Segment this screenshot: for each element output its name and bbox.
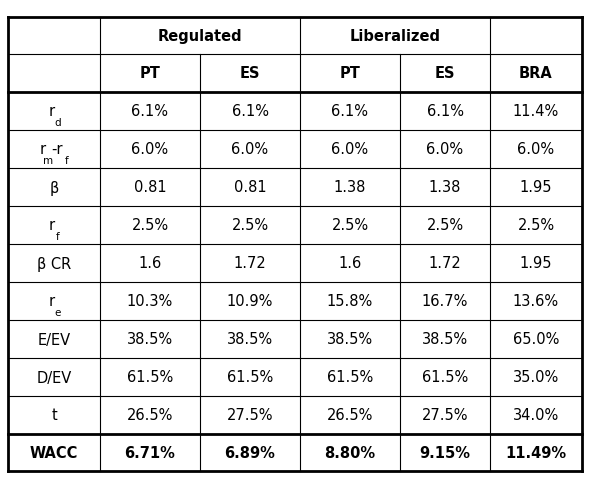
Text: 11.4%: 11.4% <box>513 104 559 119</box>
Text: 16.7%: 16.7% <box>422 294 468 309</box>
Text: 2.5%: 2.5% <box>331 218 368 233</box>
Text: 65.0%: 65.0% <box>513 332 559 347</box>
Text: 1.6: 1.6 <box>339 256 362 271</box>
Text: d: d <box>54 118 61 128</box>
Text: f: f <box>56 231 59 241</box>
Text: 2.5%: 2.5% <box>131 218 169 233</box>
Text: 15.8%: 15.8% <box>327 294 373 309</box>
Text: E/EV: E/EV <box>37 332 71 347</box>
Text: 13.6%: 13.6% <box>513 294 559 309</box>
Text: 6.1%: 6.1% <box>331 104 368 119</box>
Text: e: e <box>54 307 61 317</box>
Text: D/EV: D/EV <box>36 370 72 384</box>
Text: r: r <box>49 294 55 309</box>
Text: 34.0%: 34.0% <box>513 408 559 422</box>
Text: PT: PT <box>340 66 361 81</box>
Text: -r: -r <box>52 142 63 157</box>
Text: 61.5%: 61.5% <box>327 370 373 384</box>
Text: 26.5%: 26.5% <box>127 408 173 422</box>
Text: Table 8   WACC calculation: Table 8 WACC calculation <box>8 0 193 1</box>
Text: 0.81: 0.81 <box>233 180 266 195</box>
Text: 1.6: 1.6 <box>138 256 162 271</box>
Text: 1.95: 1.95 <box>520 180 552 195</box>
Text: ES: ES <box>435 66 455 81</box>
Text: r: r <box>49 104 55 119</box>
Text: 6.89%: 6.89% <box>225 445 276 460</box>
Text: 2.5%: 2.5% <box>426 218 463 233</box>
Text: 10.3%: 10.3% <box>127 294 173 309</box>
Text: PT: PT <box>140 66 160 81</box>
Text: r: r <box>39 142 46 157</box>
Text: 10.9%: 10.9% <box>227 294 273 309</box>
Text: 0.81: 0.81 <box>134 180 166 195</box>
Text: 27.5%: 27.5% <box>422 408 468 422</box>
Text: 1.72: 1.72 <box>233 256 266 271</box>
Text: Liberalized: Liberalized <box>349 29 441 44</box>
Text: β: β <box>49 180 59 195</box>
Text: 27.5%: 27.5% <box>227 408 273 422</box>
Text: 61.5%: 61.5% <box>227 370 273 384</box>
Text: 26.5%: 26.5% <box>327 408 373 422</box>
Text: BRA: BRA <box>519 66 553 81</box>
Text: 9.15%: 9.15% <box>419 445 470 460</box>
Text: 6.0%: 6.0% <box>232 142 268 157</box>
Text: 6.1%: 6.1% <box>232 104 268 119</box>
Text: 61.5%: 61.5% <box>127 370 173 384</box>
Text: f: f <box>65 156 68 166</box>
Text: 1.38: 1.38 <box>429 180 461 195</box>
Text: Regulated: Regulated <box>157 29 242 44</box>
Text: m: m <box>43 156 53 166</box>
Text: 1.95: 1.95 <box>520 256 552 271</box>
Text: 38.5%: 38.5% <box>327 332 373 347</box>
Text: 6.71%: 6.71% <box>125 445 175 460</box>
Text: 6.1%: 6.1% <box>131 104 169 119</box>
Text: r: r <box>49 218 55 233</box>
Text: ES: ES <box>240 66 260 81</box>
Text: 6.0%: 6.0% <box>131 142 169 157</box>
Text: 11.49%: 11.49% <box>505 445 567 460</box>
Text: 38.5%: 38.5% <box>127 332 173 347</box>
Text: β CR: β CR <box>37 256 71 271</box>
Text: 6.1%: 6.1% <box>426 104 463 119</box>
Text: 1.72: 1.72 <box>429 256 462 271</box>
Text: 8.80%: 8.80% <box>324 445 375 460</box>
Text: 38.5%: 38.5% <box>227 332 273 347</box>
Text: 61.5%: 61.5% <box>422 370 468 384</box>
Text: WACC: WACC <box>30 445 78 460</box>
Text: 35.0%: 35.0% <box>513 370 559 384</box>
Text: 6.0%: 6.0% <box>517 142 555 157</box>
Text: 1.38: 1.38 <box>334 180 366 195</box>
Text: t: t <box>51 408 57 422</box>
Text: 6.0%: 6.0% <box>331 142 368 157</box>
Text: 6.0%: 6.0% <box>426 142 463 157</box>
Text: 38.5%: 38.5% <box>422 332 468 347</box>
Text: 2.5%: 2.5% <box>517 218 555 233</box>
Text: 2.5%: 2.5% <box>232 218 268 233</box>
